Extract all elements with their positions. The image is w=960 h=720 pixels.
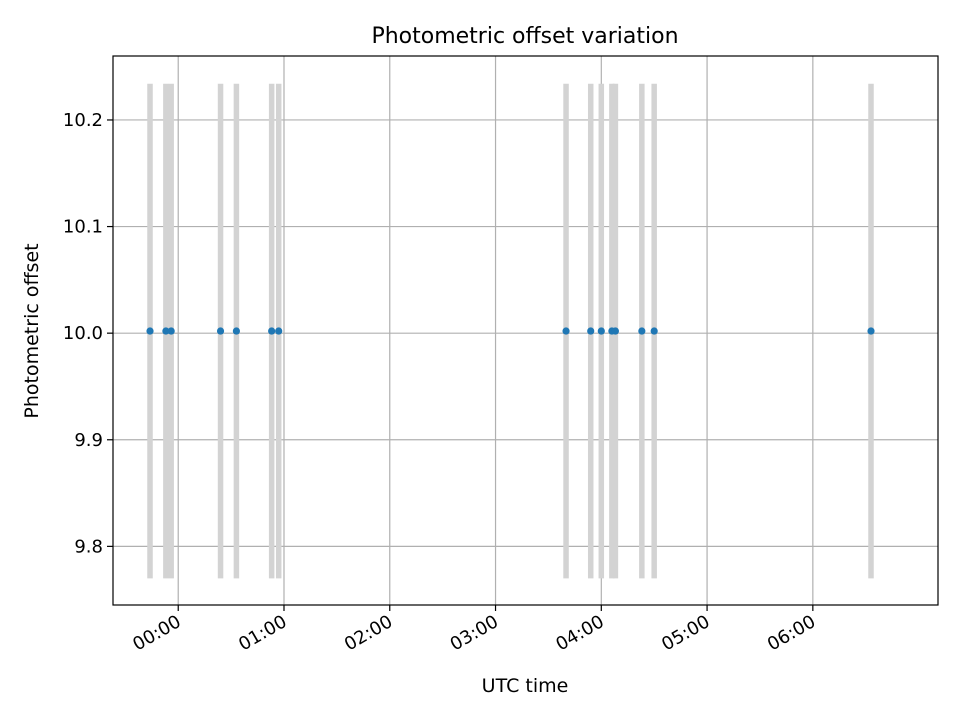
- plot-frame: [112, 55, 939, 606]
- data-point: [268, 327, 276, 335]
- data-point: [597, 327, 605, 335]
- data-point: [867, 327, 875, 335]
- data-point: [562, 327, 570, 335]
- y-tick-label: 10.0: [63, 323, 103, 344]
- chart-title: Photometric offset variation: [371, 24, 678, 49]
- y-axis-label: Photometric offset: [21, 243, 43, 418]
- data-point: [650, 327, 658, 335]
- data-point: [275, 327, 283, 335]
- y-tick-label: 9.8: [74, 536, 103, 557]
- y-tick-label: 10.1: [63, 217, 103, 238]
- data-point: [587, 327, 595, 335]
- data-point: [638, 327, 646, 335]
- data-point: [146, 327, 154, 335]
- y-tick-label: 9.9: [74, 430, 103, 451]
- data-point: [611, 327, 620, 335]
- data-point: [162, 327, 170, 335]
- data-point: [167, 327, 175, 335]
- data-point: [232, 327, 240, 335]
- data-point: [216, 327, 225, 335]
- x-axis-label: UTC time: [482, 675, 569, 697]
- data-points: [146, 327, 875, 335]
- y-tick-label: 10.2: [63, 110, 103, 131]
- y-axis-ticks: 9.8 9.9 10.0 10.1 10.2: [63, 110, 113, 557]
